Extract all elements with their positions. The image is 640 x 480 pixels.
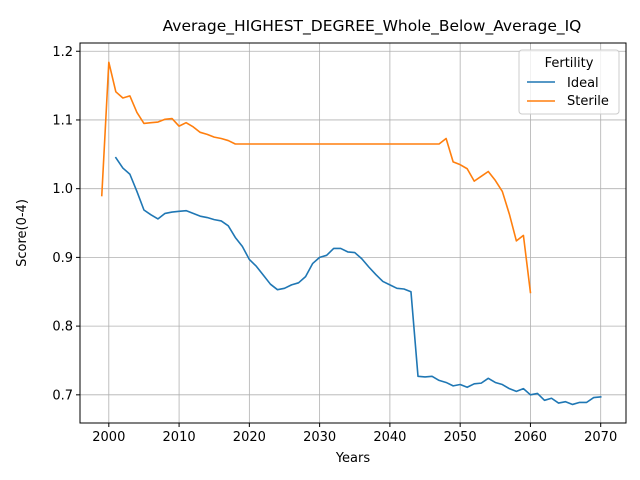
y-tick-label: 0.7 — [52, 388, 73, 403]
series-layer — [100, 61, 602, 406]
series-line-sterile — [100, 61, 532, 294]
x-tick-label: 2050 — [444, 430, 477, 445]
y-tick-label: 1.0 — [52, 182, 73, 197]
legend-label-ideal: Ideal — [567, 76, 599, 91]
x-tick-label: 2000 — [92, 430, 125, 445]
y-tick-label: 1.2 — [52, 45, 73, 60]
x-axis-label: Years — [335, 451, 371, 466]
y-tick-label: 0.9 — [52, 251, 73, 266]
x-tick-label: 2020 — [233, 430, 266, 445]
y-axis-label: Score(0-4) — [15, 199, 30, 267]
axis-ticks: 2000 2010 2020 2030 2040 2050 2060 2070 0.7 0.8 0.… — [52, 45, 617, 445]
x-tick-label: 2030 — [303, 430, 336, 445]
plot-area-frame — [79, 42, 627, 424]
legend-label-sterile: Sterile — [567, 94, 609, 109]
x-tick-label: 2010 — [163, 430, 196, 445]
legend-title: Fertility — [545, 56, 594, 71]
legend-box — [518, 49, 620, 115]
x-tick-label: 2040 — [373, 430, 406, 445]
series-line-ideal — [114, 156, 602, 406]
x-tick-label: 2070 — [584, 430, 617, 445]
y-tick-label: 1.1 — [52, 113, 73, 128]
chart-title: Average_HIGHEST_DEGREE_Whole_Below_Avera… — [163, 17, 582, 36]
legend: Fertility Ideal Sterile — [518, 49, 620, 115]
x-tick-label: 2060 — [514, 430, 547, 445]
y-tick-label: 0.8 — [52, 320, 73, 335]
